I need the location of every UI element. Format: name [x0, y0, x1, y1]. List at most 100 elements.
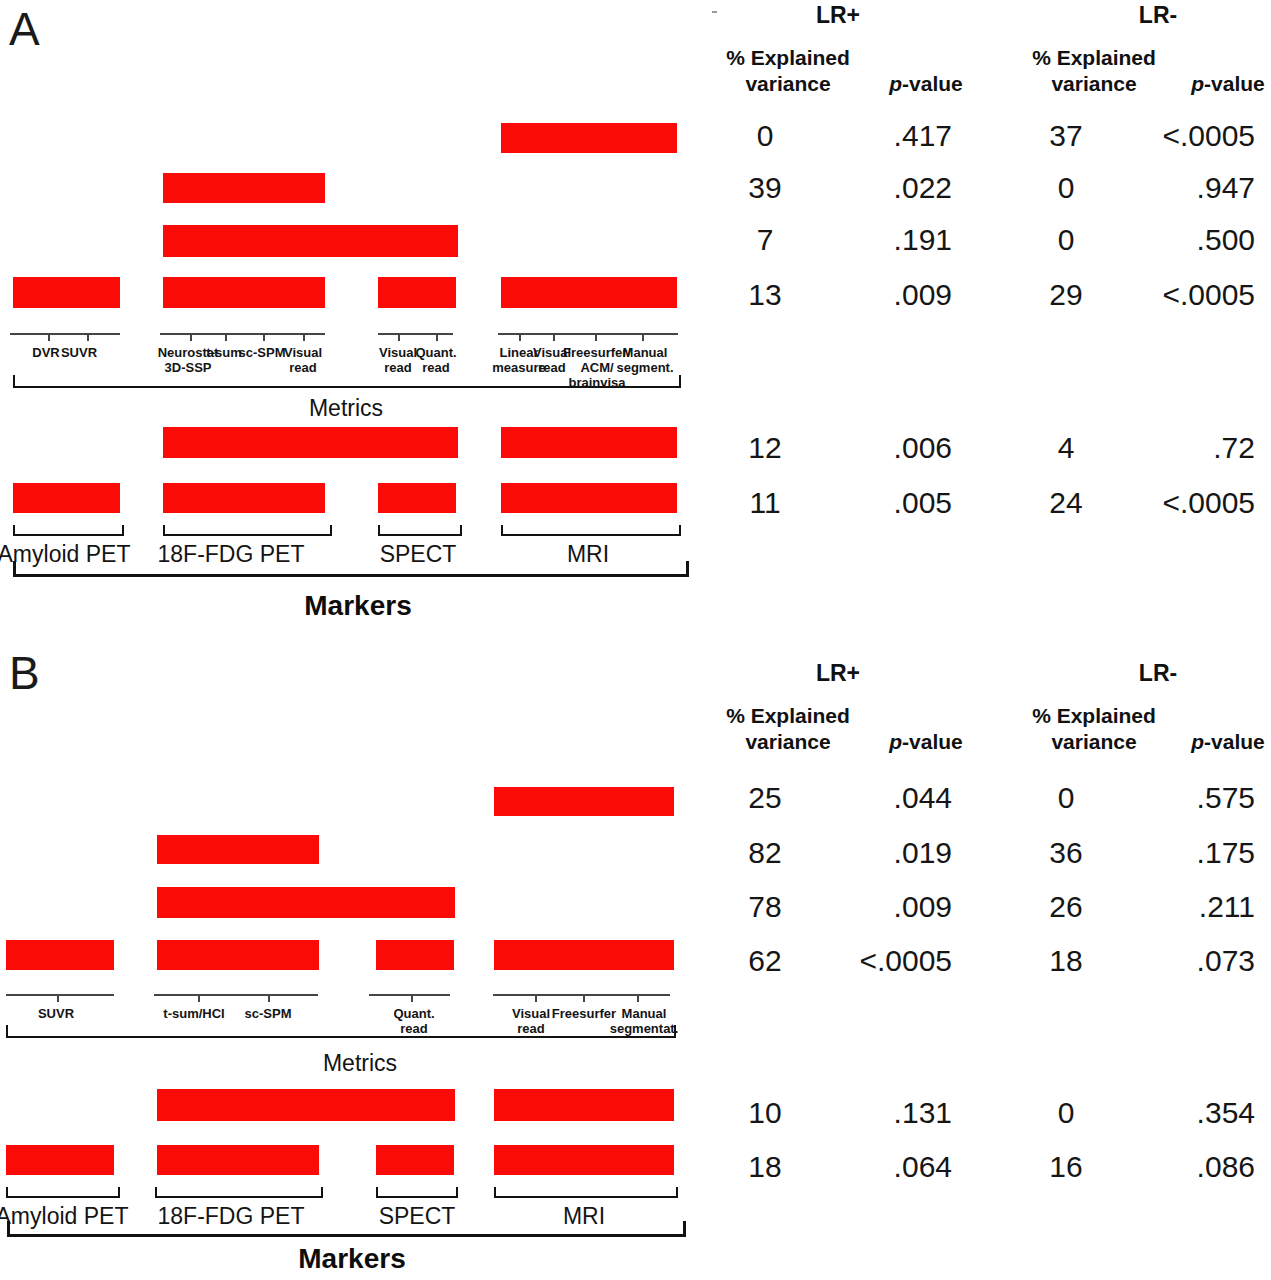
bar-segment [501, 277, 677, 308]
markers-bracket [7, 1221, 686, 1237]
table-cell: .005 [762, 486, 952, 520]
metric-axis-line [498, 333, 678, 335]
bar-segment [494, 1145, 674, 1175]
bar-segment [501, 483, 677, 513]
markers-bracket [13, 561, 689, 577]
metrics-section-label: Metrics [236, 395, 456, 422]
bar-segment [157, 835, 319, 864]
marker-group-bracket [13, 525, 124, 536]
panel-b-label: B [9, 646, 40, 700]
marker-group-bracket [376, 1187, 458, 1198]
table-cell: .131 [762, 1096, 952, 1130]
table-cell: .073 [1065, 944, 1255, 978]
table-cell: <.0005 [1065, 119, 1255, 153]
marker-group-bracket [501, 525, 681, 536]
metric-axis-tick [268, 996, 270, 1002]
table-cell: .417 [762, 119, 952, 153]
bar-segment [378, 277, 456, 308]
metrics-section-label: Metrics [250, 1050, 470, 1077]
metric-axis-tick [436, 335, 438, 341]
metric-tick-label: sc-SPM [198, 1006, 338, 1021]
figure: A B DVRSUVRNeurostat3D-SSPt-sumsc-SPMVis… [0, 0, 1271, 1280]
bar-segment [13, 483, 120, 513]
table-cell: .019 [762, 836, 952, 870]
bar-segment [494, 787, 674, 816]
table-col-header: p-value [1133, 71, 1271, 97]
bar-segment [6, 1145, 114, 1175]
panel-a-label: A [9, 2, 40, 56]
metric-axis-tick [583, 996, 585, 1002]
table-group-header: LR- [1073, 660, 1243, 687]
bar-segment [494, 940, 674, 970]
table-cell: .064 [762, 1150, 952, 1184]
table-cell: .006 [762, 431, 952, 465]
bar-segment [163, 277, 325, 308]
metric-axis-tick [303, 335, 305, 341]
marker-group-bracket [494, 1187, 678, 1198]
table-cell: .947 [1065, 171, 1255, 205]
table-cell: .009 [762, 278, 952, 312]
table-cell: .191 [762, 223, 952, 257]
metric-axis-tick [411, 996, 413, 1002]
table-cell: <.0005 [762, 944, 952, 978]
marker-group-bracket [155, 1187, 323, 1198]
metrics-bracket [13, 375, 681, 388]
markers-section-label: Markers [248, 590, 468, 622]
metrics-bracket [6, 1025, 676, 1038]
metric-axis-line [10, 333, 120, 335]
metric-axis-tick [553, 335, 555, 341]
metric-axis-tick [398, 335, 400, 341]
table-cell: .354 [1065, 1096, 1255, 1130]
metric-axis-line [369, 994, 450, 996]
metric-axis-tick [637, 996, 639, 1002]
metric-axis-line [154, 994, 318, 996]
table-col-header: p-value [831, 729, 1021, 755]
bar-segment [13, 277, 120, 308]
metric-axis-tick [225, 335, 227, 341]
table-cell: <.0005 [1065, 278, 1255, 312]
bar-segment [501, 123, 677, 153]
metric-axis-tick [595, 335, 597, 341]
bar-segment [376, 940, 454, 970]
table-cell: .086 [1065, 1150, 1255, 1184]
metric-axis-tick [198, 996, 200, 1002]
table-cell: .009 [762, 890, 952, 924]
bar-segment [494, 1089, 674, 1121]
marker-group-bracket [6, 1187, 120, 1198]
bar-segment [157, 1089, 455, 1121]
metric-axis-line [6, 994, 114, 996]
table-cell: .500 [1065, 223, 1255, 257]
metric-axis-line [160, 333, 325, 335]
table-cell: .022 [762, 171, 952, 205]
table-group-header: LR+ [753, 2, 923, 29]
metric-axis-line [493, 994, 670, 996]
table-col-header: p-value [831, 71, 1021, 97]
table-cell: .175 [1065, 836, 1255, 870]
metric-axis-tick [535, 996, 537, 1002]
marker-group-bracket [163, 525, 332, 536]
table-cell: .044 [762, 781, 952, 815]
markers-section-label: Markers [242, 1243, 462, 1275]
metric-axis-tick [48, 335, 50, 341]
bar-segment [6, 940, 114, 970]
table-col-header: p-value [1133, 729, 1271, 755]
metric-axis-tick [263, 335, 265, 341]
marker-group-bracket [378, 525, 462, 536]
metric-axis-tick [57, 996, 59, 1002]
bar-segment [501, 427, 677, 458]
table-cell: <.0005 [1065, 486, 1255, 520]
bar-segment [376, 1145, 454, 1175]
bar-segment [378, 483, 456, 513]
metric-tick-label: Manualsegment. [575, 345, 715, 375]
table-cell: .211 [1065, 890, 1255, 924]
bar-segment [157, 940, 319, 970]
bar-segment [163, 173, 325, 203]
bar-segment [157, 1145, 319, 1175]
table-cell: .72 [1065, 431, 1255, 465]
table-cell: .575 [1065, 781, 1255, 815]
metric-axis-tick [190, 335, 192, 341]
bar-segment [163, 427, 458, 458]
metric-tick-label: SUVR [0, 1006, 126, 1021]
stray-mark [712, 11, 717, 13]
bar-segment [163, 483, 325, 513]
